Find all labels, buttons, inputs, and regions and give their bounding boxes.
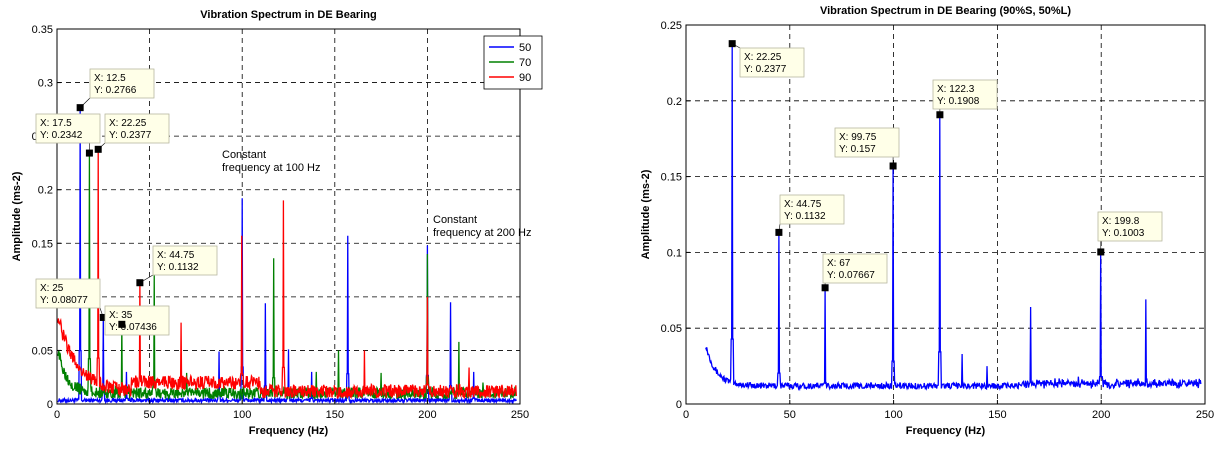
datatip-box bbox=[104, 305, 170, 336]
chart-annotation: frequency at 200 Hz bbox=[433, 227, 531, 239]
datatip-text: Y: 0.2766 bbox=[94, 85, 137, 96]
series-line-50 bbox=[57, 107, 517, 405]
datatip-box bbox=[739, 47, 805, 78]
datatip-marker bbox=[728, 40, 736, 48]
datatip-marker bbox=[99, 313, 107, 321]
datatip-text: X: 199.8 bbox=[1102, 216, 1140, 227]
datatip-box bbox=[35, 113, 101, 144]
datatip-text: Y: 0.1132 bbox=[784, 211, 826, 222]
datatip-box bbox=[1097, 211, 1163, 242]
datatip-marker bbox=[775, 228, 783, 236]
datatip-text: X: 44.75 bbox=[784, 199, 822, 210]
y-tick-label: 0 bbox=[676, 399, 682, 411]
datatip-text: X: 22.25 bbox=[109, 118, 147, 129]
datatip-text: Y: 0.08077 bbox=[40, 295, 88, 306]
datatip-text: Y: 0.1132 bbox=[157, 262, 199, 273]
x-tick-label: 0 bbox=[54, 409, 60, 421]
datatip-text: Y: 0.2342 bbox=[40, 130, 83, 141]
datatip-text: X: 122.3 bbox=[937, 84, 975, 95]
x-tick-label: 100 bbox=[884, 409, 902, 421]
x-tick-label: 150 bbox=[326, 409, 344, 421]
y-axis-label: Amplitude (ms-2) bbox=[640, 169, 652, 259]
datatip-text: Y: 0.07667 bbox=[827, 270, 875, 281]
datatip-box bbox=[834, 127, 900, 158]
legend-entry: 50 bbox=[519, 42, 531, 54]
x-tick-label: 250 bbox=[1196, 409, 1214, 421]
datatip-text: X: 22.25 bbox=[744, 52, 782, 63]
legend-entry: 90 bbox=[519, 72, 531, 84]
datatip-box bbox=[152, 245, 218, 276]
datatip-marker bbox=[85, 149, 93, 157]
datatip-text: X: 35 bbox=[109, 310, 133, 321]
x-tick-label: 150 bbox=[988, 409, 1006, 421]
y-tick-label: 0.15 bbox=[661, 172, 682, 184]
y-tick-label: 0.25 bbox=[661, 20, 682, 32]
x-axis-label: Frequency (Hz) bbox=[906, 425, 986, 437]
y-tick-label: 0.15 bbox=[32, 238, 53, 250]
datatip-marker bbox=[136, 279, 144, 287]
x-tick-label: 200 bbox=[1092, 409, 1110, 421]
chart-annotation: Constant bbox=[222, 149, 266, 161]
datatip-text: Y: 0.1003 bbox=[1102, 228, 1145, 239]
chart-title: Vibration Spectrum in DE Bearing bbox=[200, 9, 376, 21]
datatip-text: X: 25 bbox=[40, 283, 64, 294]
datatip-marker bbox=[821, 284, 829, 292]
datatip-box bbox=[35, 278, 101, 309]
datatip-box bbox=[104, 113, 170, 144]
datatip-text: Y: 0.07436 bbox=[109, 322, 157, 333]
datatip-marker bbox=[1097, 248, 1105, 256]
y-tick-label: 0.1 bbox=[667, 247, 682, 259]
datatip-text: X: 17.5 bbox=[40, 118, 72, 129]
y-tick-label: 0.2 bbox=[667, 96, 682, 108]
datatip-text: Y: 0.157 bbox=[839, 144, 876, 155]
x-tick-label: 0 bbox=[683, 409, 689, 421]
legend-entry: 70 bbox=[519, 57, 531, 69]
chart-annotation: Constant bbox=[433, 214, 477, 226]
x-tick-label: 50 bbox=[143, 409, 155, 421]
datatip-text: Y: 0.2377 bbox=[744, 64, 787, 75]
chart-title: Vibration Spectrum in DE Bearing (90%S, … bbox=[820, 5, 1071, 17]
datatip-box bbox=[779, 194, 845, 225]
y-tick-label: 0 bbox=[47, 399, 53, 411]
y-tick-label: 0.2 bbox=[38, 185, 53, 197]
x-tick-label: 250 bbox=[511, 409, 529, 421]
x-axis-label: Frequency (Hz) bbox=[249, 425, 329, 437]
datatip-marker bbox=[76, 104, 84, 112]
datatip-text: X: 67 bbox=[827, 258, 851, 269]
datatip-marker bbox=[889, 162, 897, 170]
x-tick-label: 50 bbox=[784, 409, 796, 421]
y-axis-label: Amplitude (ms-2) bbox=[11, 171, 23, 261]
y-tick-label: 0.05 bbox=[32, 345, 53, 357]
datatip-text: Y: 0.1908 bbox=[937, 96, 980, 107]
x-tick-label: 100 bbox=[233, 409, 251, 421]
datatip-text: X: 99.75 bbox=[839, 132, 877, 143]
series-line-70 bbox=[57, 153, 517, 401]
axes-box-1 bbox=[685, 24, 1206, 405]
y-tick-label: 0.35 bbox=[32, 24, 53, 36]
axes-box-0 bbox=[56, 28, 521, 405]
datatip-text: Y: 0.2377 bbox=[109, 130, 152, 141]
datatip-marker bbox=[936, 111, 944, 119]
datatip-marker bbox=[118, 320, 126, 328]
datatip-text: X: 44.75 bbox=[157, 250, 195, 261]
series-line-spectrum bbox=[705, 43, 1202, 392]
series-line-90 bbox=[57, 149, 517, 400]
datatip-text: X: 12.5 bbox=[94, 73, 126, 84]
chart-annotation: frequency at 100 Hz bbox=[222, 162, 320, 174]
y-tick-label: 0.05 bbox=[661, 323, 682, 335]
datatip-box bbox=[932, 79, 998, 110]
y-tick-label: 0.3 bbox=[38, 78, 53, 90]
datatip-box bbox=[89, 68, 155, 99]
x-tick-label: 200 bbox=[418, 409, 436, 421]
datatip-marker bbox=[94, 145, 102, 153]
datatip-box bbox=[822, 253, 888, 284]
